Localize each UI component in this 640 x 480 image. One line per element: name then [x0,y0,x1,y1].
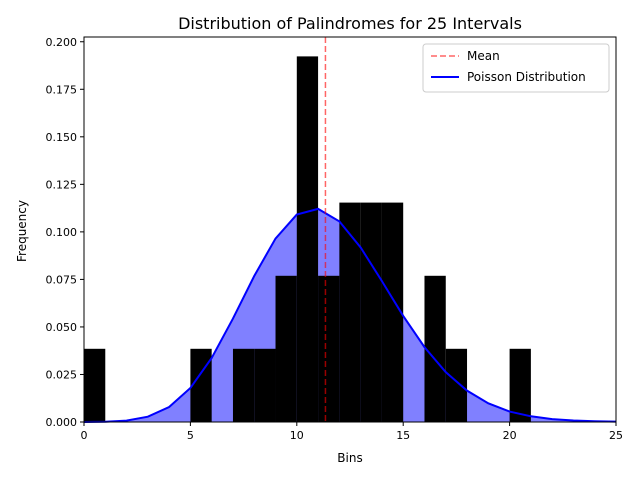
axes: 0 5 10 15 20 25 0.000 0.025 0.050 0.075 0.100 0.125… [46,36,624,442]
histogram-bar [84,348,106,422]
histogram-bar [445,348,468,422]
histogram-bar [360,202,382,422]
histogram-bar [381,202,404,422]
y-tick-label: 0.025 [46,368,78,381]
y-tick-label: 0.125 [46,178,78,191]
poisson-line [83,207,617,423]
y-tick-label: 0.200 [46,36,78,49]
x-tick-label: 10 [290,429,304,442]
legend-mean-label: Mean [467,49,500,63]
axes-frame [83,36,617,423]
histogram-bar [275,275,297,422]
x-tick-label: 0 [81,429,88,442]
x-tick-label: 5 [187,429,194,442]
x-tick-label: 15 [396,429,410,442]
legend-poisson-label: Poisson Distribution [467,70,586,84]
chart-title: Distribution of Palindromes for 25 Inter… [178,14,522,33]
histogram-bar [318,275,340,422]
histogram-bar [339,202,361,422]
x-tick-label: 20 [503,429,517,442]
plot-area [83,37,617,423]
x-axis-label: Bins [337,451,362,465]
x-tick-label: 25 [609,429,623,442]
y-tick-label: 0.075 [46,273,78,286]
histogram-bar [509,348,531,422]
histogram-bar [296,56,319,423]
y-axis-label: Frequency [15,200,29,262]
y-tick-label: 0.175 [46,83,78,96]
y-tick-label: 0.100 [46,226,78,239]
y-tick-label: 0.150 [46,131,78,144]
histogram-bar [232,348,255,422]
y-tick-label: 0.050 [46,321,78,334]
legend: Mean Poisson Distribution [422,43,610,93]
legend-box [422,43,610,93]
histogram-bar [190,348,212,422]
histogram-bar [254,348,276,422]
y-tick-label: 0.000 [46,416,78,429]
histogram-bar [424,275,446,422]
